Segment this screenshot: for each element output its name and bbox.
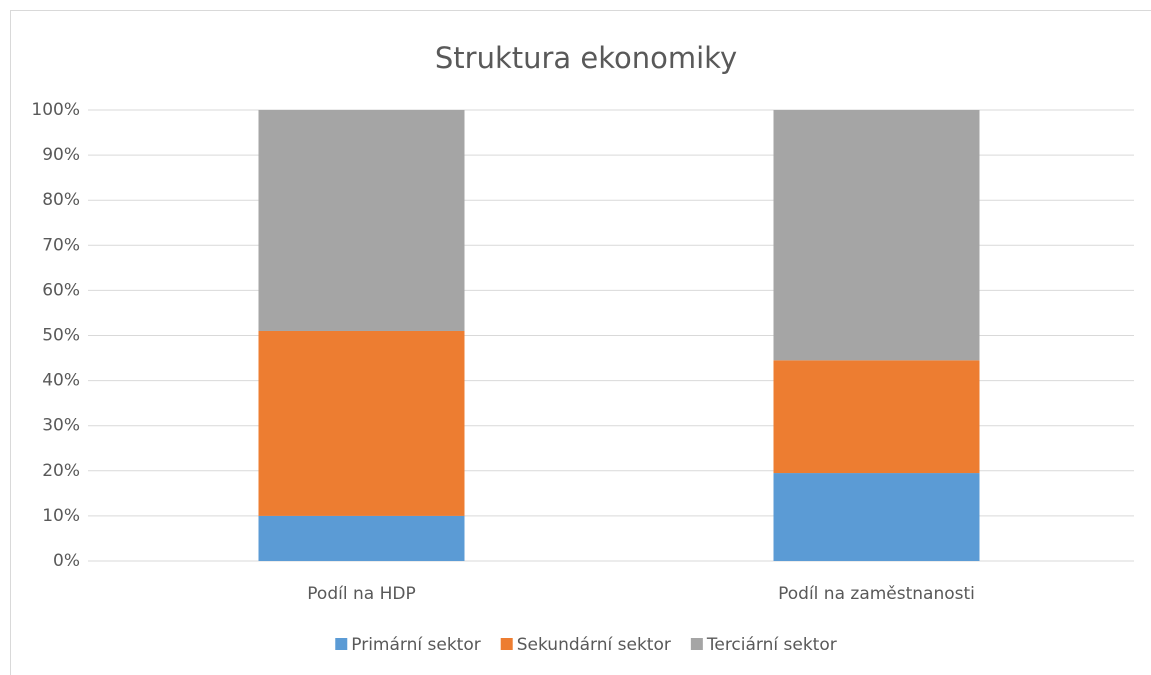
x-tick-label: Podíl na zaměstnanosti [778,584,975,604]
y-tick-label: 60% [42,280,80,300]
y-tick-label: 70% [42,235,80,255]
bar-segment [773,473,980,561]
y-tick-label: 30% [42,416,80,436]
y-tick-label: 80% [42,190,80,210]
legend-label: Primární sektor [351,635,480,655]
legend-swatch [335,638,348,650]
chart-title: Struktura ekonomiky [435,41,737,75]
y-tick-label: 50% [42,326,80,346]
x-tick-label: Podíl na HDP [307,584,415,604]
bar-segment [258,330,465,516]
y-tick-label: 10% [42,506,80,526]
y-tick-label: 20% [42,461,80,481]
bar-segment [258,515,465,561]
bar-segment [258,110,465,331]
legend-swatch [500,638,513,650]
legend-label: Terciární sektor [706,635,837,655]
y-tick-label: 90% [42,145,80,165]
y-tick-label: 40% [42,371,80,391]
bar-segment [773,360,980,474]
y-tick-label: 100% [31,100,80,120]
bar-segment [773,110,980,361]
y-tick-label: 0% [53,551,80,571]
legend-swatch [690,638,703,650]
legend-label: Sekundární sektor [517,635,671,655]
